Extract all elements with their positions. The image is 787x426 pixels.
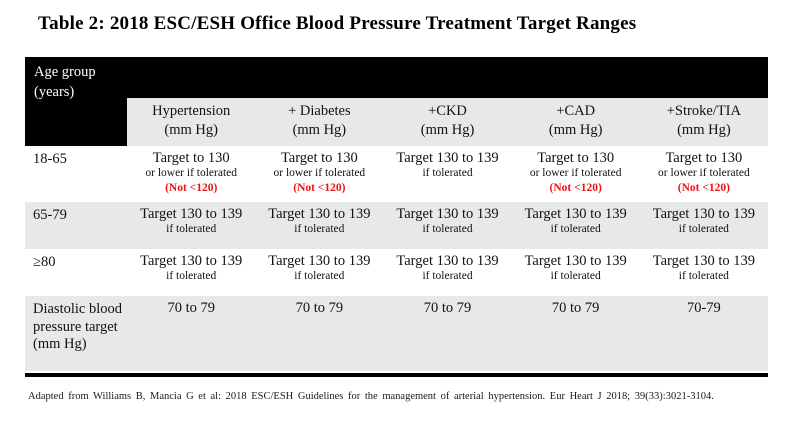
target-qualifier: if tolerated xyxy=(422,270,473,283)
table-wrapper: Age group (years) Hypertension (mm Hg) + D… xyxy=(25,57,768,377)
target-cell: Target 130 to 139 if tolerated xyxy=(127,202,255,249)
target-cell: Target 130 to 139 if tolerated xyxy=(640,202,768,249)
target-value: Target 130 to 139 xyxy=(268,206,371,222)
target-value: 70 to 79 xyxy=(295,300,344,316)
target-value: Target to 130 xyxy=(280,150,358,166)
row-label: 65-79 xyxy=(33,207,67,223)
target-cell: 70 to 79 xyxy=(512,296,640,371)
column-header: + Diabetes (mm Hg) xyxy=(255,98,384,146)
target-value: Target 130 to 139 xyxy=(396,150,499,166)
target-cell: Target to 130 or lower if tolerated (Not <… xyxy=(127,146,255,202)
target-cell: Target 130 to 139 if tolerated xyxy=(640,249,768,296)
column-title: Hypertension xyxy=(152,102,231,119)
target-qualifier: if tolerated xyxy=(294,223,345,236)
target-qualifier: if tolerated xyxy=(166,270,217,283)
table-row: ≥80 Target 130 to 139 if tolerated Target 1… xyxy=(25,249,768,296)
footnote: Adapted from Williams B, Mancia G et al:… xyxy=(28,391,714,402)
target-cell: 70-79 xyxy=(640,296,768,371)
target-qualifier: if tolerated xyxy=(294,270,345,283)
target-qualifier: if tolerated xyxy=(422,223,473,236)
column-header: +CKD (mm Hg) xyxy=(383,98,512,146)
corner-header: Age group (years) xyxy=(25,57,128,146)
column-header: Hypertension (mm Hg) xyxy=(127,98,256,146)
target-value: Target 130 to 139 xyxy=(524,253,627,269)
target-qualifier: or lower if tolerated xyxy=(658,167,750,180)
column-header: +CAD (mm Hg) xyxy=(511,98,640,146)
target-cell: 70 to 79 xyxy=(255,296,383,371)
target-cell: Target 130 to 139 if tolerated xyxy=(512,202,640,249)
target-warning: (Not <120) xyxy=(549,181,602,194)
target-qualifier: or lower if tolerated xyxy=(145,167,238,180)
column-title: +CAD xyxy=(556,102,596,119)
target-qualifier: if tolerated xyxy=(166,223,217,236)
target-value: Target 130 to 139 xyxy=(396,206,499,222)
target-cell: Target 130 to 139 if tolerated xyxy=(383,249,511,296)
target-value: Target 130 to 139 xyxy=(652,206,755,222)
target-value: Target 130 to 139 xyxy=(140,253,243,269)
column-unit: (mm Hg) xyxy=(677,121,731,138)
target-value: 70 to 79 xyxy=(551,300,600,316)
target-warning: (Not <120) xyxy=(677,181,730,194)
table-row: 18-65 Target to 130 or lower if tolerated(… xyxy=(25,146,768,202)
target-warning: (Not <120) xyxy=(293,181,346,194)
target-cell: Target to 130 or lower if tolerated (Not <… xyxy=(640,146,768,202)
column-title: + Diabetes xyxy=(288,102,351,119)
target-cell: Target to 130 or lower if tolerated (Not <… xyxy=(255,146,383,202)
column-title: +CKD xyxy=(428,102,467,119)
target-qualifier: if tolerated xyxy=(422,167,473,180)
target-cell: Target to 130 or lower if tolerated (Not <… xyxy=(512,146,640,202)
bp-target-table: Age group (years) Hypertension (mm Hg) + D… xyxy=(25,57,768,371)
page-title: Table 2: 2018 ESC/ESH Office Blood Press… xyxy=(38,13,637,34)
target-cell: Target 130 to 139 if tolerated xyxy=(383,202,511,249)
target-qualifier: if tolerated xyxy=(550,223,601,236)
target-cell: Target 130 to 139 if tolerated xyxy=(255,249,383,296)
target-cell: 70 to 79 xyxy=(383,296,511,371)
target-value: Target 130 to 139 xyxy=(140,206,243,222)
table-row: Diastolic blood pressure target (mm Hg) 7… xyxy=(25,296,768,371)
column-unit: (mm Hg) xyxy=(292,121,347,138)
column-title: +Stroke/TIA xyxy=(666,102,741,119)
target-value: 70-79 xyxy=(686,300,721,316)
table-row: 65-79 Target 130 to 139 if tolerated Target… xyxy=(25,202,768,249)
table-body: 18-65 Target to 130 or lower if tolerated(… xyxy=(25,146,768,371)
column-unit: (mm Hg) xyxy=(420,121,475,138)
target-value: 70 to 79 xyxy=(423,300,472,316)
target-value: 70 to 79 xyxy=(167,300,215,316)
target-value: Target to 130 xyxy=(152,150,230,166)
target-warning: (Not <120) xyxy=(165,181,218,194)
header-top-row: Age group (years) xyxy=(25,57,768,146)
target-qualifier: if tolerated xyxy=(550,270,601,283)
target-qualifier: or lower if tolerated xyxy=(529,167,622,180)
column-unit: (mm Hg) xyxy=(548,121,603,138)
target-qualifier: or lower if tolerated xyxy=(273,167,366,180)
target-value: Target to 130 xyxy=(537,150,615,166)
column-unit: (mm Hg) xyxy=(164,121,218,138)
target-cell: Target 130 to 139 if tolerated xyxy=(127,249,255,296)
target-value: Target 130 to 139 xyxy=(396,253,499,269)
target-cell: 70 to 79 xyxy=(127,296,255,371)
target-cell: Target 130 to 139 if tolerated xyxy=(512,249,640,296)
target-value: Target 130 to 139 xyxy=(524,206,627,222)
column-header-row: Hypertension (mm Hg) + Diabetes (mm Hg) +CKD… xyxy=(25,98,768,146)
row-label: Diastolic blood pressure target (mm Hg) xyxy=(33,301,123,353)
column-header: +Stroke/TIA (mm Hg) xyxy=(639,98,768,146)
target-value: Target to 130 xyxy=(665,150,743,166)
target-qualifier: if tolerated xyxy=(678,223,729,236)
row-label: 18-65 xyxy=(33,151,67,167)
target-qualifier: if tolerated xyxy=(678,270,729,283)
target-cell: Target 130 to 139 if tolerated xyxy=(383,146,511,202)
target-cell: Target 130 to 139 if tolerated xyxy=(255,202,383,249)
row-label: ≥80 xyxy=(33,254,56,270)
header-top-spacer xyxy=(127,57,768,98)
target-value: Target 130 to 139 xyxy=(652,253,755,269)
target-value: Target 130 to 139 xyxy=(268,253,371,269)
